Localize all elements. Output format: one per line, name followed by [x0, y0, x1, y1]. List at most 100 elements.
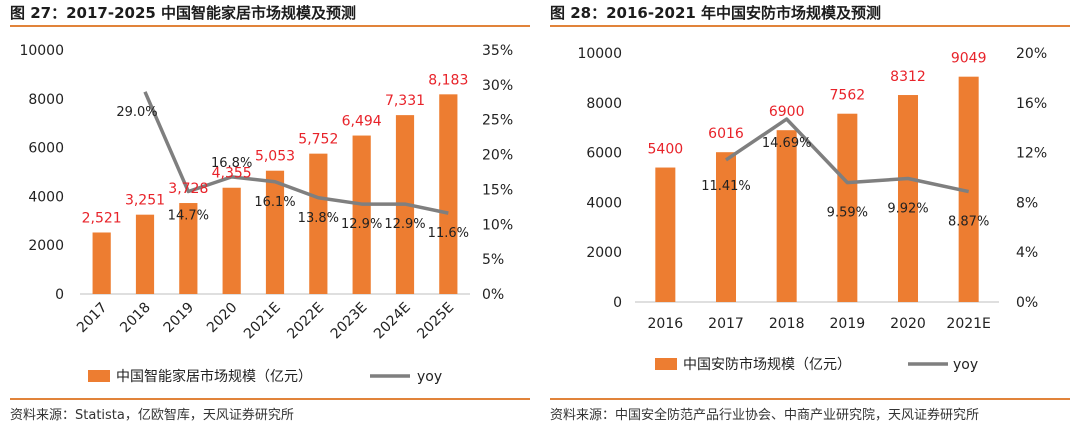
yoy-value-label: 14.69%	[762, 136, 812, 151]
yoy-value-label: 12.9%	[341, 217, 382, 232]
x-tick-label: 2021E	[946, 316, 990, 332]
bar-line-chart-smart-home: 0 2000 4000 6000 8000 10000 0% 5% 10% 15% 20% 25% 30…	[19, 43, 513, 385]
x-tick-label: 2025E	[414, 300, 457, 343]
bar	[222, 187, 241, 294]
title-rule	[10, 25, 530, 27]
source-rule	[10, 398, 530, 400]
y-right-tick-label: 20%	[1016, 46, 1047, 62]
bar-value-label: 6900	[769, 104, 805, 120]
bar	[265, 170, 285, 294]
x-tick-label: 2023E	[328, 300, 371, 343]
yoy-value-label: 16.1%	[254, 195, 295, 210]
bar-value-label: 6016	[708, 126, 744, 142]
bar	[135, 214, 155, 294]
x-tick-label: 2017	[708, 316, 744, 332]
bar	[837, 113, 858, 302]
bar	[439, 94, 458, 294]
y-left-tick-label: 6000	[586, 146, 622, 162]
bar-value-label: 8312	[890, 69, 926, 85]
y-right-tick-label: 4%	[1016, 245, 1038, 261]
source-note: 资料来源：中国安全防范产品行业协会、中商产业研究院，天风证券研究所	[550, 408, 980, 423]
x-tick-label: 2020	[890, 316, 926, 332]
yoy-value-label: 11.6%	[428, 226, 469, 241]
bar	[309, 153, 328, 294]
x-tick-label: 2018	[117, 300, 154, 337]
x-tick-label: 2019	[830, 316, 866, 332]
bar-value-label: 3,251	[125, 193, 165, 209]
x-tick-label: 2019	[161, 300, 198, 337]
y-left-tick-label: 8000	[586, 96, 622, 112]
y-right-tick-label: 25%	[482, 113, 513, 129]
bar-value-label: 5400	[648, 142, 684, 158]
y-right-tick-label: 8%	[1016, 195, 1038, 211]
legend-line-label: yoy	[953, 357, 978, 373]
figure-title: 图 28：2016-2021 年中国安防市场规模及预测	[550, 4, 882, 22]
y-left-tick-label: 0	[55, 287, 64, 303]
legend-bar-swatch	[655, 358, 677, 370]
bar-value-label: 2,521	[82, 210, 122, 226]
y-right-tick-label: 16%	[1016, 96, 1047, 112]
bar-value-label: 9049	[951, 51, 987, 67]
legend-bar-label: 中国智能家居市场规模（亿元）	[116, 368, 312, 385]
yoy-line	[143, 91, 449, 215]
x-tick-label: 2024E	[371, 300, 414, 343]
x-tick-label: 2018	[769, 316, 805, 332]
y-left-tick-label: 6000	[28, 141, 64, 157]
y-right-tick-label: 35%	[482, 43, 513, 59]
bar-value-label: 7562	[830, 88, 866, 104]
yoy-value-label: 9.59%	[827, 206, 868, 221]
bar	[352, 135, 371, 294]
yoy-value-label: 12.9%	[384, 217, 425, 232]
y-right-tick-label: 5%	[482, 252, 504, 268]
y-left-tick-label: 10000	[577, 46, 622, 62]
source-rule	[550, 398, 1070, 400]
x-tick-label: 2021E	[241, 300, 284, 343]
x-tick-label: 2016	[648, 316, 684, 332]
bar	[776, 130, 797, 302]
y-left-tick-label: 4000	[586, 195, 622, 211]
source-note: 资料来源：Statista，亿欧智库，天风证券研究所	[10, 408, 294, 423]
y-left-tick-label: 4000	[28, 189, 64, 205]
bar	[897, 95, 919, 303]
legend-bar-swatch	[88, 370, 110, 382]
y-left-tick-label: 0	[613, 295, 622, 311]
bar-line-chart-security: 0 2000 4000 6000 8000 10000 0% 4% 8% 12% 16% 20% 201…	[577, 46, 1047, 373]
yoy-value-label: 11.41%	[701, 179, 751, 194]
y-left-tick-label: 8000	[28, 92, 64, 108]
bar-value-label: 4,355	[212, 166, 252, 182]
y-right-tick-label: 10%	[482, 217, 513, 233]
bar-value-label: 5,053	[255, 149, 295, 165]
bar-value-label: 8,183	[428, 72, 468, 88]
yoy-value-label: 13.8%	[298, 211, 339, 226]
yoy-value-label: 9.92%	[887, 201, 928, 216]
bar	[958, 76, 979, 302]
y-left-tick-label: 2000	[586, 245, 622, 261]
yoy-value-label: 14.7%	[168, 209, 209, 224]
bar	[655, 167, 676, 302]
yoy-value-label: 8.87%	[948, 215, 989, 230]
chart-panel-left: 图 27：2017-2025 中国智能家居市场规模及预测 0 2000 4000 60…	[10, 0, 530, 427]
legend-line-label: yoy	[417, 369, 442, 385]
bar-value-label: 3,728	[168, 181, 208, 197]
y-left-tick-label: 10000	[19, 43, 64, 59]
y-left-tick-label: 2000	[28, 238, 64, 254]
yoy-value-label: 29.0%	[116, 105, 157, 120]
bar	[92, 232, 111, 294]
yoy-line	[725, 117, 970, 194]
y-right-tick-label: 0%	[482, 287, 504, 303]
y-right-tick-label: 0%	[1016, 295, 1038, 311]
y-right-tick-label: 15%	[482, 182, 513, 198]
bar-value-label: 5,752	[298, 132, 338, 148]
bar	[715, 152, 737, 302]
x-tick-label: 2020	[204, 300, 241, 337]
y-right-tick-label: 12%	[1016, 146, 1047, 162]
x-tick-label: 2022E	[284, 300, 327, 343]
bar	[179, 203, 198, 294]
title-rule	[550, 25, 1070, 27]
chart-panel-right: 图 28：2016-2021 年中国安防市场规模及预测 0 2000 4000 600…	[550, 0, 1070, 427]
figure-title: 图 27：2017-2025 中国智能家居市场规模及预测	[10, 4, 357, 22]
bar-value-label: 7,331	[385, 93, 425, 109]
bar-value-label: 6,494	[342, 114, 382, 130]
x-tick-label: 2017	[74, 300, 111, 337]
legend-bar-label: 中国安防市场规模（亿元）	[683, 356, 851, 373]
